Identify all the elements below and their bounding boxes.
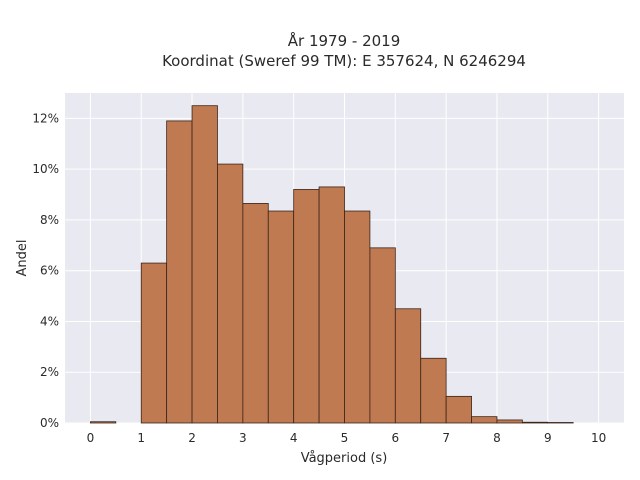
x-tick-label: 7 xyxy=(442,431,450,445)
histogram-bar xyxy=(445,395,472,424)
x-tick-label: 1 xyxy=(137,431,145,445)
y-tick-label: 8% xyxy=(40,213,59,227)
x-tick-label: 6 xyxy=(391,431,399,445)
histogram-bar xyxy=(166,120,193,424)
histogram-bar xyxy=(191,105,218,424)
histogram-bar xyxy=(420,357,447,424)
y-axis-label: Andel xyxy=(15,240,30,277)
x-tick-label: 2 xyxy=(188,431,196,445)
y-tick-label: 4% xyxy=(40,314,59,328)
histogram-bar xyxy=(217,163,244,424)
y-tick-label: 10% xyxy=(32,162,59,176)
histogram-bar xyxy=(496,419,523,424)
x-tick-label: 8 xyxy=(493,431,501,445)
histogram-bar xyxy=(547,422,574,424)
histogram-bar xyxy=(267,210,295,424)
x-tick-label: 3 xyxy=(239,431,247,445)
y-tick-label: 12% xyxy=(32,111,59,125)
histogram-bar xyxy=(90,421,117,424)
histogram-bar xyxy=(318,186,345,424)
histogram-bar xyxy=(369,247,396,424)
x-tick-label: 10 xyxy=(591,431,606,445)
histogram-bar xyxy=(521,421,549,424)
histogram-bar xyxy=(394,308,422,424)
chart-title: År 1979 - 2019 xyxy=(288,31,401,50)
x-tick-label: 5 xyxy=(341,431,349,445)
y-tick-label: 2% xyxy=(40,365,59,379)
histogram-bar xyxy=(293,189,320,424)
y-axis-ticks: 0% 2% 4% 6% 8% 10% 12% xyxy=(32,111,59,430)
histogram-bar xyxy=(344,210,371,424)
histogram-bars xyxy=(90,105,574,424)
x-tick-label: 0 xyxy=(87,431,95,445)
histogram-bar xyxy=(140,262,168,424)
y-tick-label: 6% xyxy=(40,264,59,278)
chart-subtitle: Koordinat (Sweref 99 TM): E 357624, N 62… xyxy=(162,52,526,70)
y-tick-label: 0% xyxy=(40,416,59,430)
x-tick-label: 4 xyxy=(290,431,298,445)
histogram-bar xyxy=(242,203,269,424)
histogram-bar xyxy=(471,416,498,424)
x-axis-label: Vågperiod (s) xyxy=(301,451,388,466)
x-axis-ticks: 0 1 2 3 4 5 6 7 8 9 10 xyxy=(87,431,607,445)
x-tick-label: 9 xyxy=(544,431,552,445)
